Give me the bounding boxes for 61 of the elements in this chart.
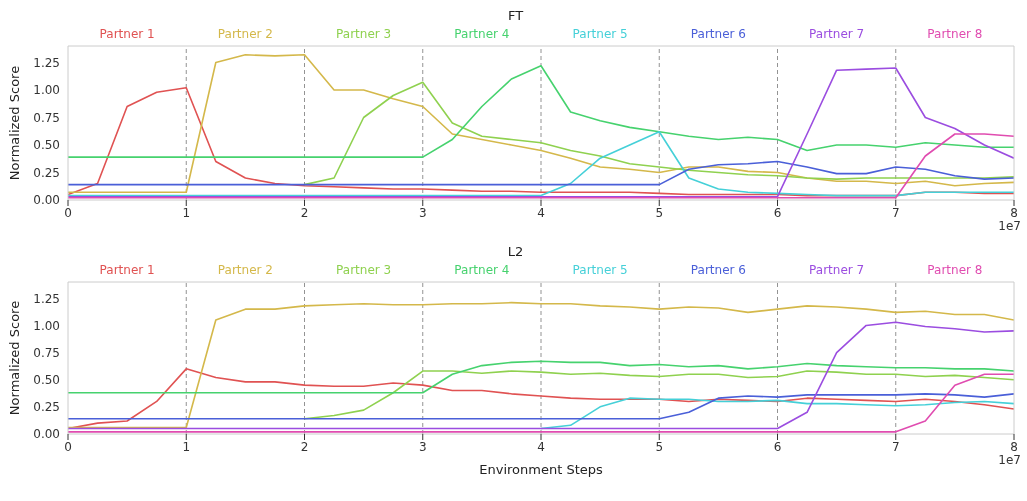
x-tick-label: 5	[655, 439, 664, 454]
x-tick-label: 6	[773, 205, 782, 220]
text: 1e7	[998, 453, 1021, 467]
text: Partner 1	[99, 263, 155, 277]
text: Partner 8	[927, 263, 983, 277]
x-tick-label: 7	[891, 439, 900, 454]
x-tick-label: 2	[300, 205, 309, 220]
x-tick-label: 2	[300, 439, 309, 454]
x-tick-label: 4	[537, 205, 545, 220]
text: Partner 7	[809, 27, 865, 41]
line-series	[303, 81, 1014, 186]
x-tick-label: 0	[64, 439, 72, 454]
text: Partner 2	[217, 27, 273, 41]
line-series	[68, 65, 1014, 158]
y-tick-label: 0.50	[33, 372, 60, 387]
y-tick-label: 1.25	[33, 55, 60, 70]
x-tick-label: 1	[182, 205, 191, 220]
y-tick-label: 1.25	[33, 291, 60, 306]
text: Partner 8	[927, 27, 983, 41]
x-tick-label: 4	[537, 439, 545, 454]
y-tick-label: 1.00	[33, 83, 60, 98]
y-tick-label: 1.00	[33, 318, 60, 333]
line-series	[68, 393, 1014, 420]
line-series	[68, 321, 1014, 430]
text: Partner 2	[217, 263, 273, 277]
x-axis-title: Environment Steps	[479, 462, 603, 477]
y-tick-label: 0.50	[33, 138, 60, 153]
y-tick-label: 0.75	[33, 345, 60, 360]
text: Partner 7	[809, 263, 865, 277]
chart-title: FT	[506, 8, 525, 23]
text: 1e7	[998, 219, 1021, 233]
y-tick-label: 0.25	[33, 400, 60, 415]
text: Partner 3	[336, 27, 392, 41]
text: Partner 5	[572, 27, 628, 41]
x-tick-label: 3	[418, 205, 427, 220]
text: Partner 1	[99, 27, 155, 41]
line-series	[68, 301, 1014, 429]
text: Partner 4	[454, 263, 510, 277]
x-tick-label: 6	[773, 439, 782, 454]
text: Partner 6	[690, 263, 746, 277]
y-tick-label: 0.00	[33, 193, 60, 208]
x-tick-label: 5	[655, 205, 664, 220]
y-axis-title: Normalized Score	[6, 65, 22, 181]
text: Partner 6	[690, 27, 746, 41]
y-axis-title: Normalized Score	[6, 300, 22, 416]
line-series	[68, 160, 1014, 186]
x-tick-label: 0	[64, 205, 72, 220]
text: Partner 3	[336, 263, 392, 277]
chart-title: L2	[506, 244, 525, 259]
x-tick-label: 1	[182, 439, 191, 454]
line-series	[540, 397, 1014, 430]
y-tick-label: 0.75	[33, 110, 60, 125]
x-tick-label: 8	[1010, 205, 1018, 220]
y-tick-label: 0.25	[33, 165, 60, 180]
text: Partner 4	[454, 27, 510, 41]
text: Partner 5	[572, 263, 628, 277]
x-tick-label: 7	[891, 205, 900, 220]
x-tick-label: 3	[418, 439, 427, 454]
line-series	[68, 360, 1014, 394]
x-tick-label: 8	[1010, 439, 1018, 454]
y-tick-label: 0.00	[33, 427, 60, 442]
